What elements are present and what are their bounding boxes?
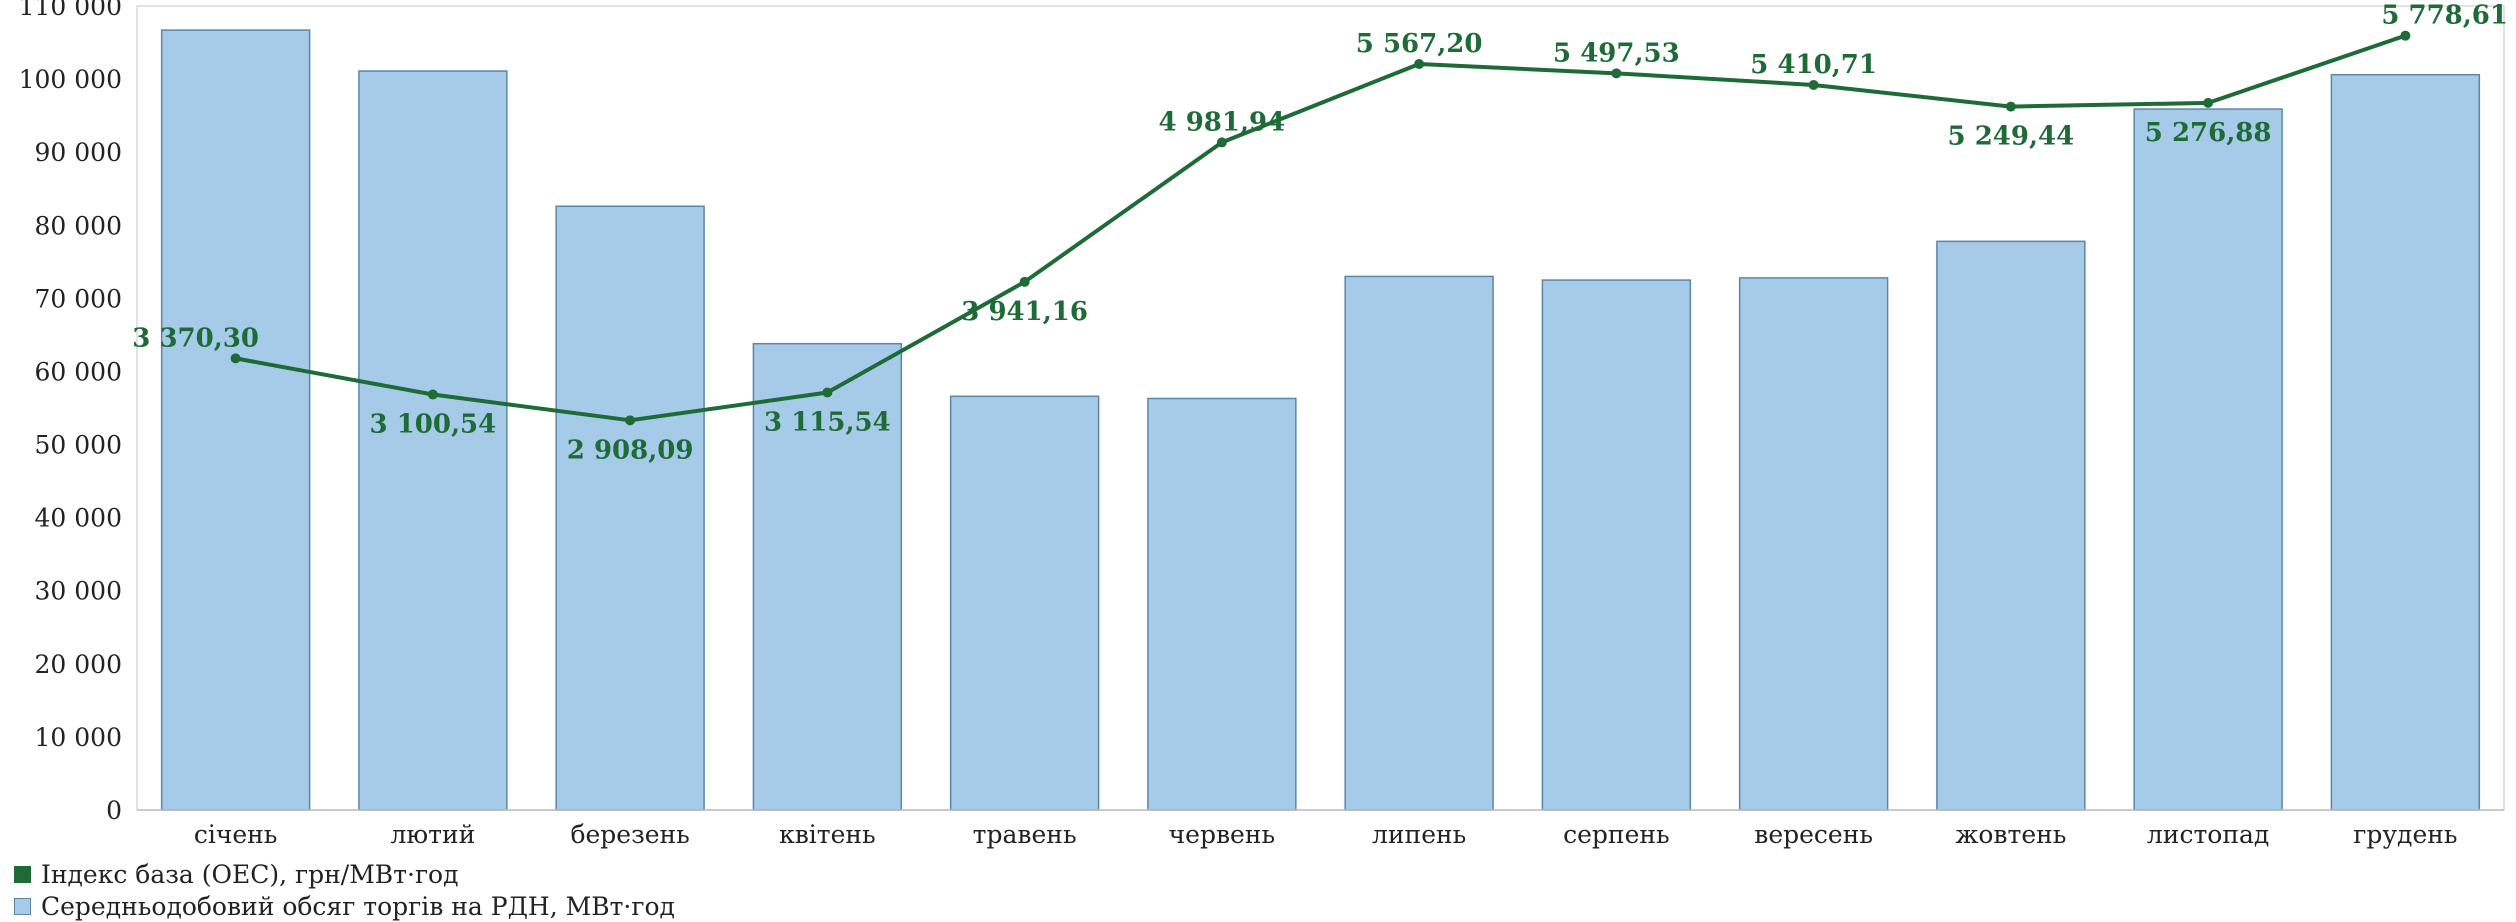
bar-серпень [1541, 279, 1692, 811]
line-data-label: 3 370,30 [132, 323, 259, 353]
line-point-серпень [1611, 68, 1622, 79]
bar-series [160, 29, 2481, 811]
line-point-червень [1216, 137, 1227, 148]
y-tick-label: 30 000 [35, 577, 122, 606]
x-tick-label: квітень [779, 820, 876, 849]
line-data-label: 3 941,16 [961, 297, 1088, 327]
legend-item-line: Індекс база (ОЕС), грн/МВт·год [14, 858, 675, 890]
line-data-label: 5 778,61 [2381, 1, 2508, 31]
line-point-березень [625, 415, 636, 426]
x-tick-label: вересень [1754, 820, 1873, 849]
bar-грудень [2330, 73, 2481, 811]
y-axis: 0 10 000 20 000 30 000 40 000 50 000 60 000 70 … [19, 0, 122, 825]
y-tick-label: 40 000 [35, 504, 122, 533]
line-data-label: 5 276,88 [2145, 118, 2272, 148]
x-tick-label: листопад [2147, 820, 2269, 849]
x-tick-label: червень [1169, 820, 1275, 849]
x-tick-label: липень [1372, 820, 1466, 849]
line-point-вересень [1808, 79, 1819, 90]
x-tick-label: січень [194, 820, 278, 849]
y-tick-label: 90 000 [35, 138, 122, 167]
x-tick-label: жовтень [1955, 820, 2066, 849]
bar-квітень [752, 342, 903, 811]
line-data-label: 4 981,94 [1159, 107, 1286, 137]
bar-вересень [1738, 277, 1889, 811]
y-tick-label: 60 000 [35, 357, 122, 386]
line-point-січень [230, 353, 241, 364]
y-tick-label: 80 000 [35, 211, 122, 240]
line-data-label: 5 410,71 [1750, 50, 1877, 80]
line-data-label: 5 249,44 [1948, 122, 2075, 152]
y-tick-label: 110 000 [19, 0, 122, 21]
bar-лютий [358, 70, 508, 811]
line-point-липень [1414, 58, 1425, 69]
legend-item-bar: Середньодобовий обсяг торгів на РДН, МВт… [14, 890, 675, 922]
bar-жовтень [1936, 240, 2086, 811]
line-point-травень [1019, 276, 1030, 287]
bar-липень [1344, 275, 1494, 811]
x-tick-label: травень [973, 820, 1077, 849]
legend: Індекс база (ОЕС), грн/МВт·год Середньод… [14, 858, 675, 922]
bar-травень [949, 395, 1100, 811]
x-tick-label: лютий [390, 820, 475, 849]
x-tick-label: серпень [1563, 820, 1670, 849]
y-tick-label: 70 000 [35, 284, 122, 313]
legend-swatch-bar [14, 897, 31, 915]
bar-березень [555, 205, 705, 811]
y-tick-label: 50 000 [35, 431, 122, 460]
line-data-label: 5 567,20 [1356, 29, 1483, 59]
x-tick-label: березень [570, 820, 689, 849]
line-data-label: 3 100,54 [370, 410, 497, 440]
line-point-грудень [2400, 30, 2411, 41]
y-tick-label: 10 000 [35, 723, 122, 752]
line-point-квітень [822, 387, 833, 398]
line-data-label: 5 497,53 [1553, 38, 1680, 68]
legend-label-line: Індекс база (ОЕС), грн/МВт·год [41, 859, 459, 889]
line-data-label: 3 115,54 [764, 408, 891, 438]
x-axis: січень лютий березень квітень травень червень… [137, 809, 2504, 849]
legend-swatch-line [14, 865, 31, 883]
line-series [230, 30, 2411, 426]
line-point-листопад [2203, 97, 2214, 108]
line-point-лютий [427, 389, 438, 400]
y-tick-label: 0 [106, 796, 122, 825]
y-tick-label: 100 000 [19, 65, 122, 94]
bar-листопад [2133, 108, 2283, 811]
line-path [235, 33, 2407, 423]
x-tick-label: грудень [2353, 820, 2457, 849]
line-point-жовтень [2005, 101, 2016, 112]
bar-червень [1147, 397, 1297, 811]
line-data-labels: 3 370,30 3 100,54 2 908,09 3 115,54 3 941,16… [132, 1, 2508, 466]
y-tick-label: 20 000 [35, 650, 122, 679]
legend-label-bar: Середньодобовий обсяг торгів на РДН, МВт… [41, 891, 675, 921]
bar-січень [160, 29, 311, 811]
line-data-label: 2 908,09 [567, 435, 694, 465]
